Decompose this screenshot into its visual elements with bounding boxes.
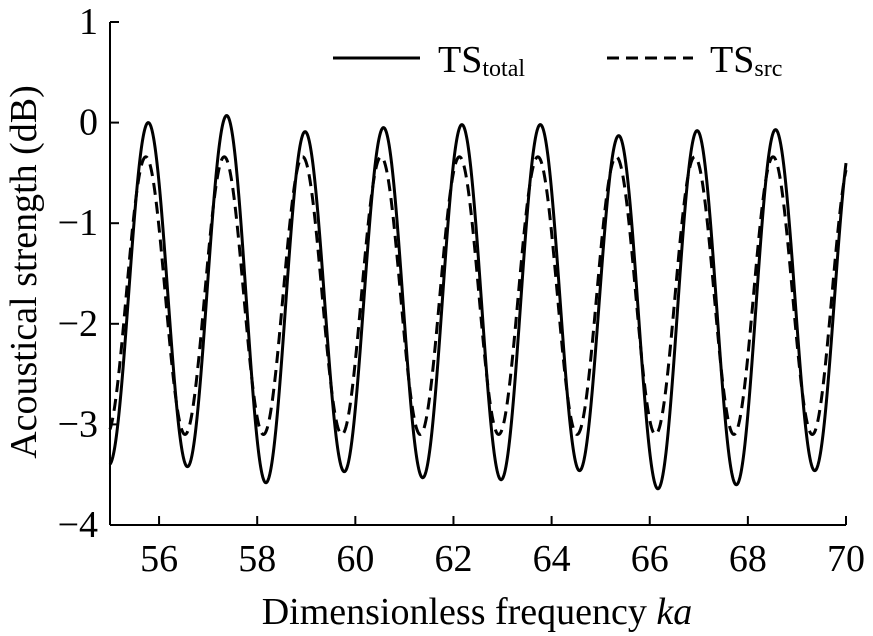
tick-labels: 1 0 −1 −2 −3 −4 56 58 60 62 64 66 68 70 — [58, 1, 865, 580]
y-tick-label: −2 — [58, 303, 98, 345]
x-tick-label: 66 — [631, 538, 669, 580]
legend: TStotal TSsrc — [333, 39, 782, 82]
legend-src-label: TSsrc — [710, 39, 782, 82]
series-layer — [108, 114, 848, 491]
x-axis-label: Dimensionless frequency ka — [262, 591, 693, 633]
y-tick-label: −4 — [58, 504, 98, 546]
y-tick-label: 1 — [79, 1, 98, 43]
y-tick-label: −3 — [58, 403, 98, 445]
x-tick-label: 56 — [140, 538, 178, 580]
series-line-src — [108, 155, 848, 436]
y-tick-label: 0 — [79, 102, 98, 144]
legend-src-subscript: src — [754, 56, 782, 82]
x-tick-label: 58 — [238, 538, 276, 580]
y-axis-label: Acoustical strength (dB) — [3, 85, 45, 459]
legend-total-label: TStotal — [438, 39, 525, 82]
x-tick-label: 70 — [827, 538, 865, 580]
y-tick-label: −1 — [58, 202, 98, 244]
x-tick-label: 62 — [434, 538, 472, 580]
legend-total-subscript: total — [482, 56, 525, 82]
series-line-total — [108, 114, 848, 491]
x-tick-label: 60 — [336, 538, 374, 580]
x-axis-label-italic: ka — [656, 591, 692, 633]
axes — [109, 21, 847, 526]
x-tick-label: 68 — [729, 538, 767, 580]
x-tick-label: 64 — [533, 538, 571, 580]
